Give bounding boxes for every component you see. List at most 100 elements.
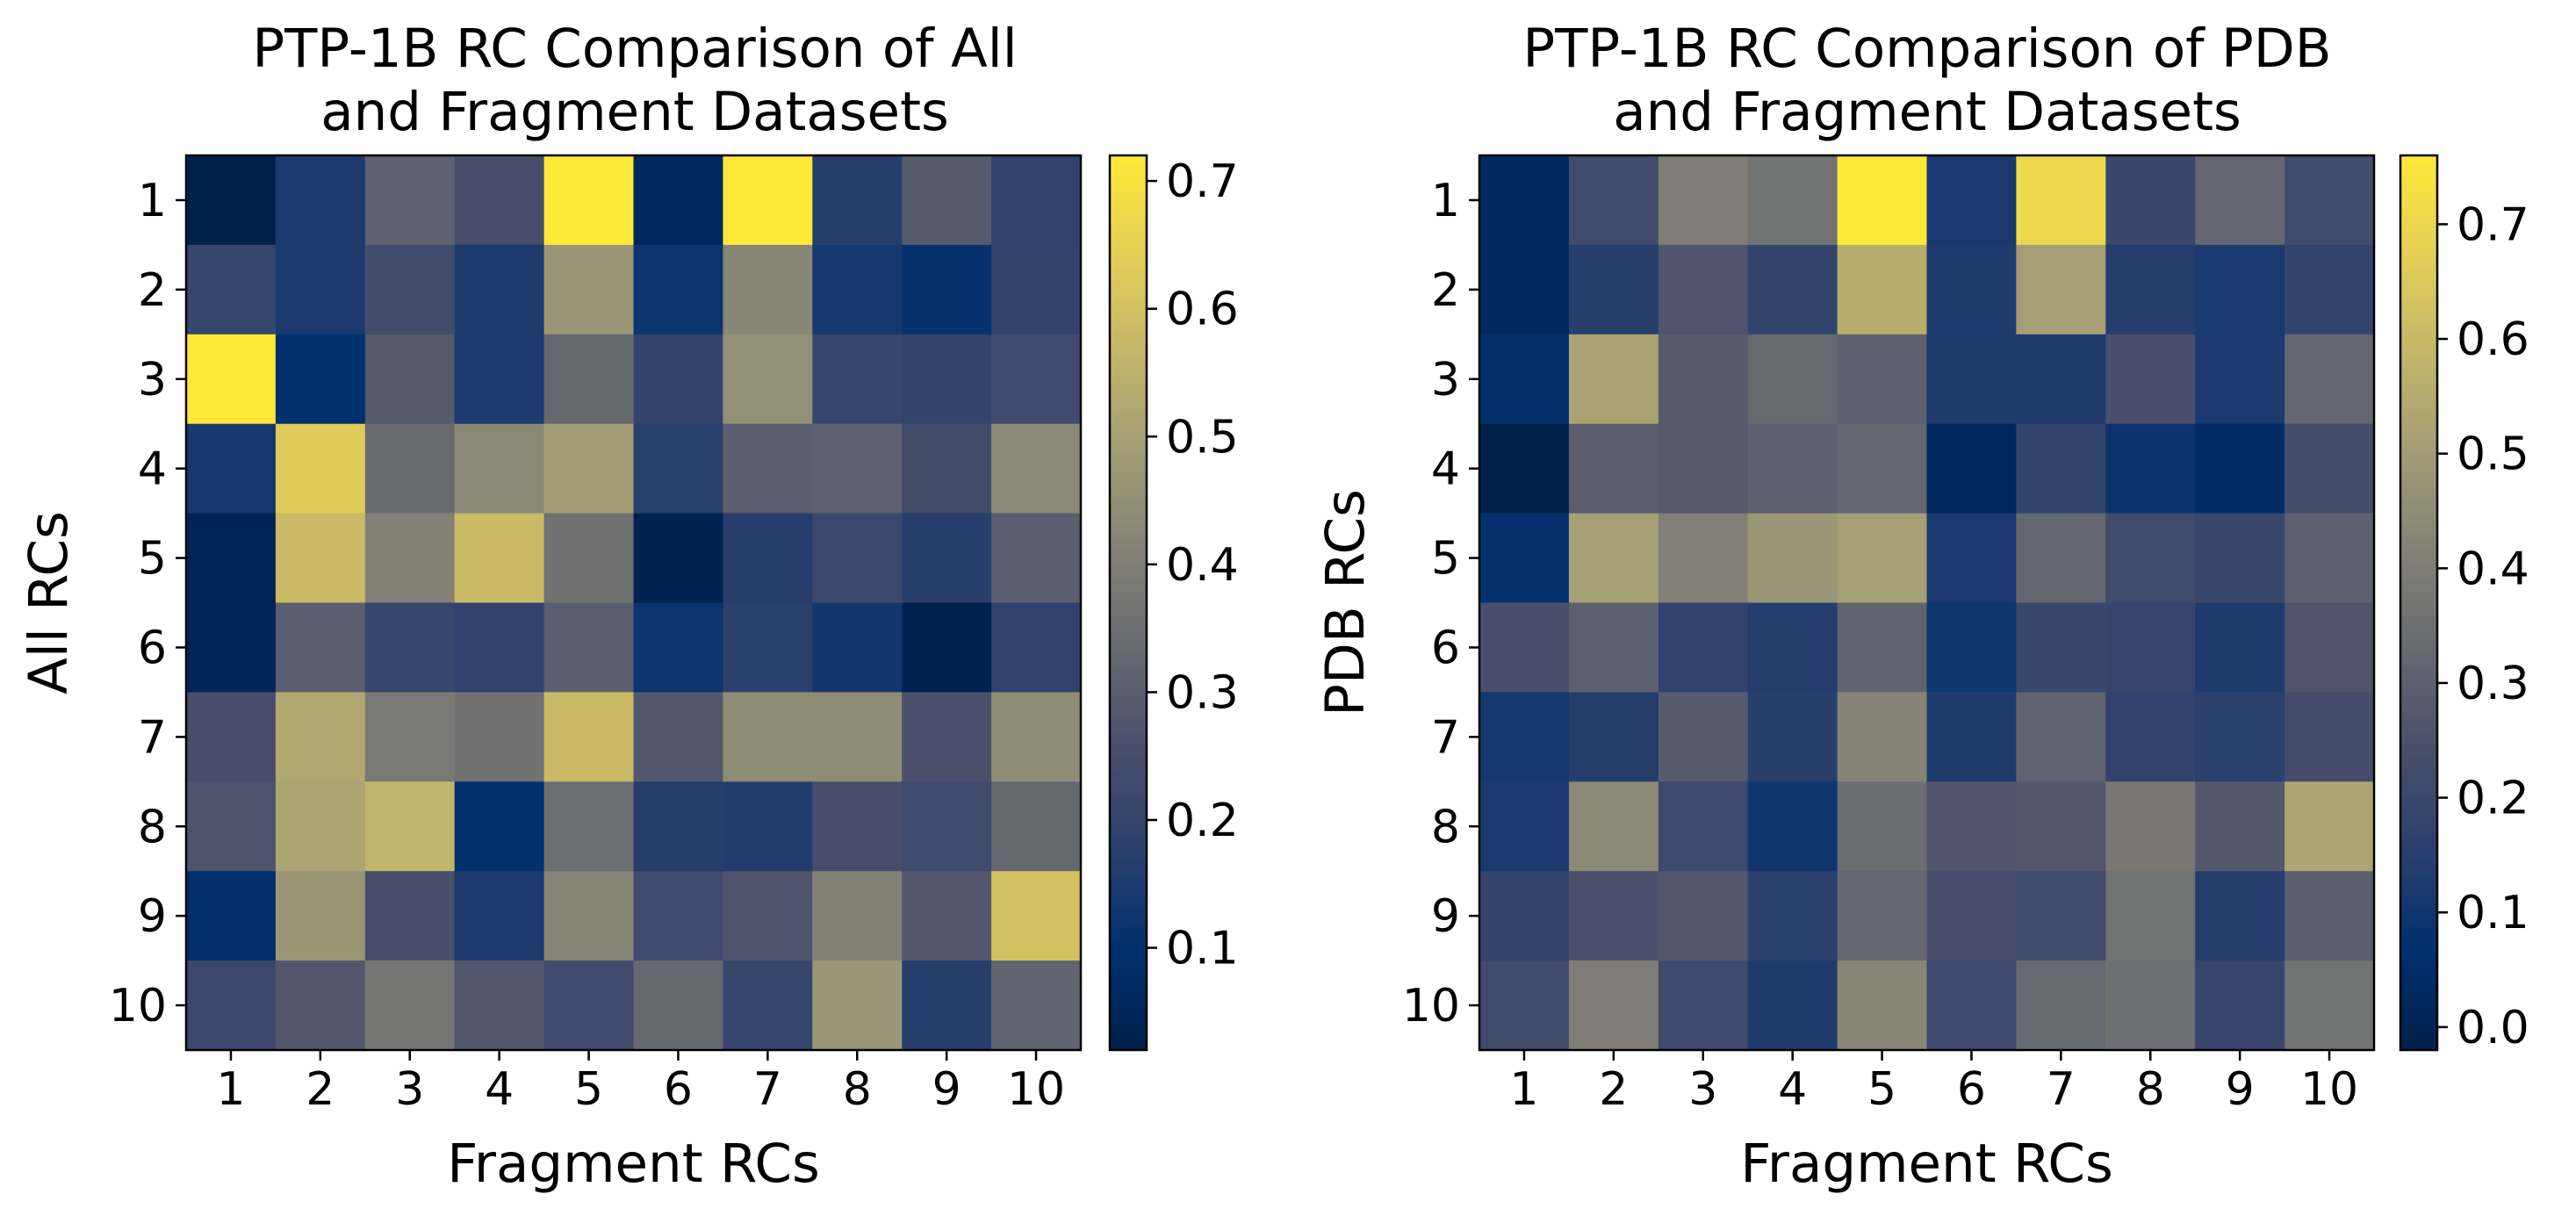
panel1-heatmap-cell-r7-c10 — [991, 692, 1082, 782]
panel2-y-tick-label-7: 7 — [1431, 711, 1460, 764]
panel1-heatmap-cell-r10-c2 — [275, 960, 366, 1051]
panel1-heatmap-cell-r4-c9 — [902, 423, 992, 514]
panel2-colorbar-tick-label-5: 0.5 — [2457, 428, 2529, 481]
panel2-heatmap-cell-r5-c6 — [1926, 513, 2017, 604]
panel1-heatmap-cell-r9-c5 — [543, 871, 635, 961]
panel2-heatmap-cell-r6-c5 — [1837, 602, 1928, 693]
panel2-heatmap-cell-r10-c9 — [2195, 960, 2285, 1051]
panel2-heatmap-cell-r10-c6 — [1926, 960, 2017, 1051]
panel1-heatmap-cell-r2-c7 — [723, 244, 813, 335]
panel1-colorbar-tick-label-0: 0.1 — [1166, 923, 1239, 975]
panel1-heatmap-cell-r9-c10 — [991, 871, 1082, 961]
panel2-colorbar-tick-label-6: 0.6 — [2457, 313, 2529, 366]
panel2-heatmap-cell-r6-c6 — [1926, 602, 2017, 693]
panel1-heatmap-cell-r5-c3 — [364, 513, 456, 604]
panel1-heatmap-cell-r3-c5 — [543, 334, 635, 425]
panel1-heatmap-cell-r4-c3 — [364, 423, 456, 514]
panel2-heatmap-cell-r1-c1 — [1479, 155, 1570, 246]
panel2-heatmap-cell-r10-c2 — [1568, 960, 1659, 1051]
panel1-heatmap-cell-r1-c3 — [364, 155, 456, 246]
panel2-heatmap-cell-r5-c7 — [2016, 513, 2106, 604]
panel2-heatmap-cell-r1-c2 — [1568, 155, 1659, 246]
panel2-colorbar-tick-label-1: 0.1 — [2457, 887, 2529, 939]
panel2-y-tick-label-6: 6 — [1431, 622, 1460, 674]
panel1-heatmap-cell-r10-c3 — [364, 960, 456, 1051]
panel1-heatmap-cell-r6-c3 — [364, 602, 456, 693]
panel2-heatmap-cell-r6-c9 — [2195, 602, 2285, 693]
panel1-heatmap-cell-r2-c4 — [454, 244, 545, 335]
panel2-heatmap-cell-r4-c8 — [2105, 423, 2196, 514]
panel1-y-tick-label-7: 7 — [138, 711, 167, 764]
panel2-heatmap-cell-r2-c3 — [1658, 244, 1749, 335]
panel2-heatmap-cell-r2-c9 — [2195, 244, 2285, 335]
panel1-colorbar-tick-label-1: 0.2 — [1166, 795, 1239, 847]
panel1-heatmap-cell-r8-c4 — [454, 781, 545, 872]
panel2-heatmap-cell-r2-c5 — [1837, 244, 1928, 335]
panel2-heatmap-cell-r3-c6 — [1926, 334, 2017, 425]
panel2-y-tick-label-9: 9 — [1431, 890, 1460, 943]
panel2-heatmap-cell-r3-c10 — [2285, 334, 2375, 425]
panel2-heatmap-cell-r4-c4 — [1747, 423, 1838, 514]
panel1-y-tick-label-2: 2 — [138, 264, 167, 317]
panel2-heatmap-cell-r2-c7 — [2016, 244, 2106, 335]
panel2-heatmap-cell-r10-c8 — [2105, 960, 2196, 1051]
panel2-heatmap-cell-r1-c5 — [1837, 155, 1928, 246]
panel2-heatmap-cell-r7-c1 — [1479, 692, 1570, 782]
panel2-heatmap-cell-r1-c8 — [2105, 155, 2196, 246]
panel1-y-tick-label-3: 3 — [138, 354, 167, 406]
panel1-colorbar — [1108, 154, 1148, 1052]
panel1-y-tick-label-5: 5 — [138, 533, 167, 586]
panel2-heatmap-cell-r9-c6 — [1926, 871, 2017, 961]
panel2-heatmap-cell-r7-c6 — [1926, 692, 2017, 782]
panel2-heatmap-cell-r3-c8 — [2105, 334, 2196, 425]
panel2-heatmap-cell-r2-c4 — [1747, 244, 1838, 335]
panel1-heatmap-cell-r1-c10 — [991, 155, 1082, 246]
panel2-heatmap-cell-r5-c4 — [1747, 513, 1838, 604]
panel1-heatmap-cell-r9-c9 — [902, 871, 992, 961]
panel2-heatmap-cell-r4-c7 — [2016, 423, 2106, 514]
panel1-heatmap-cell-r1-c4 — [454, 155, 545, 246]
panel1-heatmap-cell-r1-c8 — [812, 155, 903, 246]
panel2-heatmap-cell-r8-c2 — [1568, 781, 1659, 872]
panel1-heatmap-cell-r5-c1 — [186, 513, 277, 604]
panel2-heatmap-cell-r4-c2 — [1568, 423, 1659, 514]
panel1-heatmap-cell-r6-c10 — [991, 602, 1082, 693]
panel2-heatmap-cell-r10-c1 — [1479, 960, 1570, 1051]
panel1-y-tick-label-4: 4 — [138, 443, 167, 496]
panel2-heatmap-cell-r3-c2 — [1568, 334, 1659, 425]
panel2-heatmap-cell-r3-c7 — [2016, 334, 2106, 425]
panel1-heatmap-cell-r7-c4 — [454, 692, 545, 782]
panel1-y-tick-label-10: 10 — [109, 980, 167, 1032]
panel2-y-tick-label-2: 2 — [1431, 264, 1460, 317]
panel2-colorbar-tick-label-4: 0.4 — [2457, 543, 2529, 595]
panel1-heatmap-cell-r2-c5 — [543, 244, 635, 335]
panel2-heatmap-cell-r7-c7 — [2016, 692, 2106, 782]
panel2-x-tick-label-4: 4 — [1778, 1063, 1807, 1116]
panel1-heatmap-cell-r8-c6 — [633, 781, 723, 872]
panel2-heatmap-cell-r8-c10 — [2285, 781, 2375, 872]
panel1-heatmap-cell-r5-c4 — [454, 513, 545, 604]
panel2-heatmap-cell-r9-c7 — [2016, 871, 2106, 961]
panel2-colorbar-tick-label-3: 0.3 — [2457, 658, 2529, 710]
panel2-heatmap-cell-r5-c8 — [2105, 513, 2196, 604]
panel2-y-tick-label-4: 4 — [1431, 443, 1460, 496]
panel2-x-axis-label: Fragment RCs — [1740, 1133, 2112, 1195]
panel2-heatmap-cell-r1-c6 — [1926, 155, 2017, 246]
panel1-heatmap-cell-r1-c2 — [275, 155, 366, 246]
panel1-y-tick-label-1: 1 — [138, 175, 167, 227]
panel1-heatmap-cell-r3-c9 — [902, 334, 992, 425]
panel2-heatmap-cell-r4-c9 — [2195, 423, 2285, 514]
panel1-heatmap-cell-r1-c1 — [186, 155, 277, 246]
panel1-heatmap-cell-r1-c6 — [633, 155, 723, 246]
panel2-x-tick-label-3: 3 — [1688, 1063, 1717, 1116]
panel1-heatmap-cell-r7-c6 — [633, 692, 723, 782]
panel1-heatmap-cell-r4-c2 — [275, 423, 366, 514]
panel1-heatmap-cell-r4-c8 — [812, 423, 903, 514]
panel1-heatmap-cell-r4-c10 — [991, 423, 1082, 514]
panel1-heatmap-cell-r3-c8 — [812, 334, 903, 425]
panel1-heatmap-cell-r7-c9 — [902, 692, 992, 782]
panel1-heatmap-cell-r10-c6 — [633, 960, 723, 1051]
panel1-heatmap-cell-r2-c2 — [275, 244, 366, 335]
panel1-title-line1: PTP-1B RC Comparison of All — [252, 18, 1017, 80]
panel1-x-tick-label-5: 5 — [574, 1063, 603, 1116]
